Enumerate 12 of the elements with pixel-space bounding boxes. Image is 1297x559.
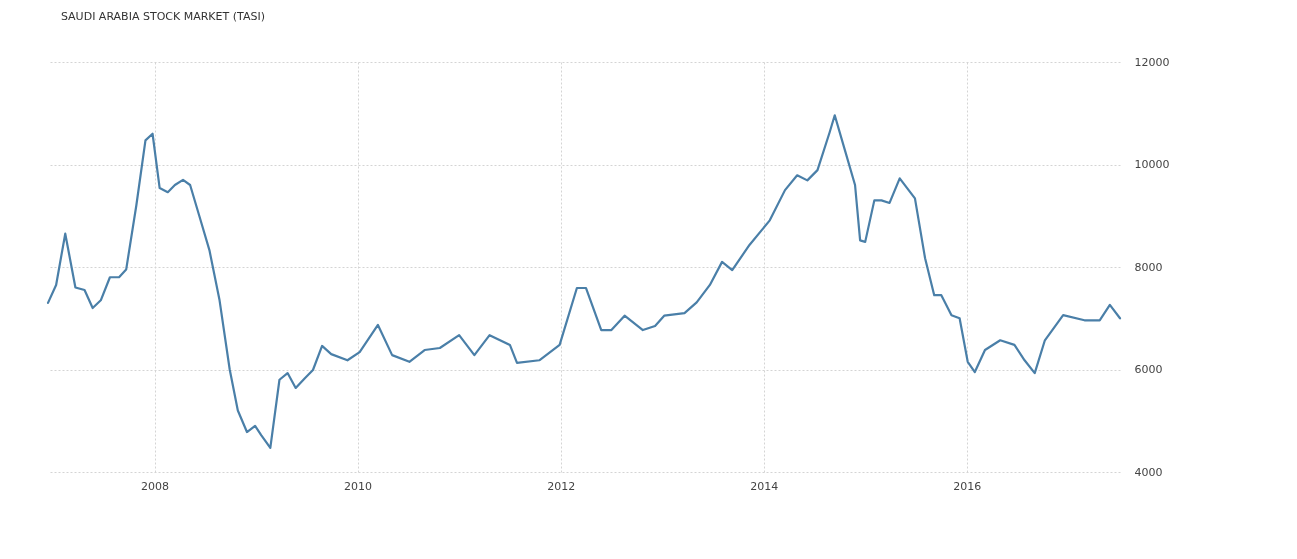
chart-title: SAUDI ARABIA STOCK MARKET (TASI) [60, 10, 265, 23]
x-tick-label: 2016 [953, 479, 982, 493]
line-series [46, 114, 1122, 450]
x-tick-label: 2008 [141, 479, 170, 493]
y-tick-label: 8000 [1134, 260, 1163, 274]
y-tick-label: 6000 [1134, 363, 1163, 376]
x-tick-label: 2014 [750, 479, 779, 493]
y-tick-label: 12000 [1134, 55, 1170, 69]
y-tick-label: 10000 [1134, 158, 1170, 171]
x-tick-label: 2012 [547, 479, 576, 493]
y-tick-label: 4000 [1134, 465, 1163, 479]
x-tick-label: 2010 [344, 479, 373, 493]
